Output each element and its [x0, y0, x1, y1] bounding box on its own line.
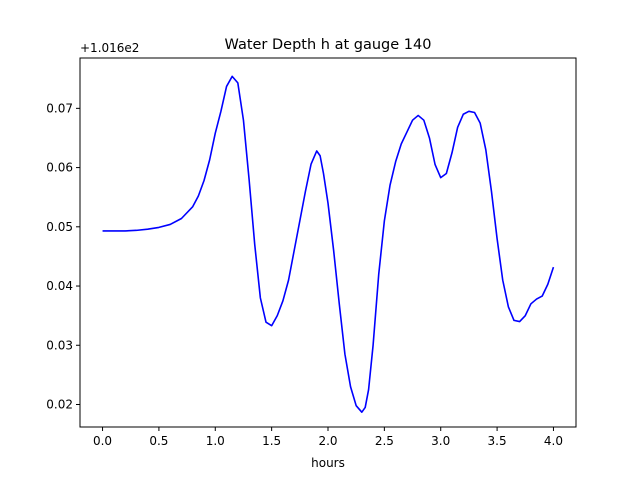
y-tick-label: 0.06 [46, 161, 73, 175]
y-tick-label: 0.03 [46, 338, 73, 352]
y-tick-label: 0.05 [46, 220, 73, 234]
x-tick-label: 0.5 [149, 434, 168, 448]
y-tick-label: 0.02 [46, 397, 73, 411]
x-axis-label: hours [311, 456, 345, 470]
x-tick-label: 1.5 [262, 434, 281, 448]
x-tick-label: 0.0 [93, 434, 112, 448]
x-tick-label: 2.0 [318, 434, 337, 448]
x-tick-label: 3.5 [488, 434, 507, 448]
series-line-0 [102, 75, 555, 413]
plot-area [80, 58, 576, 427]
series-layer [102, 75, 555, 413]
x-tick-label: 1.0 [206, 434, 225, 448]
x-tick-label: 4.0 [544, 434, 563, 448]
x-tick-label: 3.0 [431, 434, 450, 448]
y-tick-label: 0.04 [46, 279, 73, 293]
y-tick-label: 0.07 [46, 101, 73, 115]
x-axis-ticks: 0.0 0.5 1.0 1.5 2.0 2.5 3.0 3.5 4.0 [93, 427, 563, 448]
y-axis-ticks: 0.02 0.03 0.04 0.05 0.06 0.07 [46, 101, 80, 411]
y-axis-offset: +1.016e2 [80, 41, 139, 55]
chart-title: Water Depth h at gauge 140 [225, 37, 432, 53]
x-tick-label: 2.5 [375, 434, 394, 448]
